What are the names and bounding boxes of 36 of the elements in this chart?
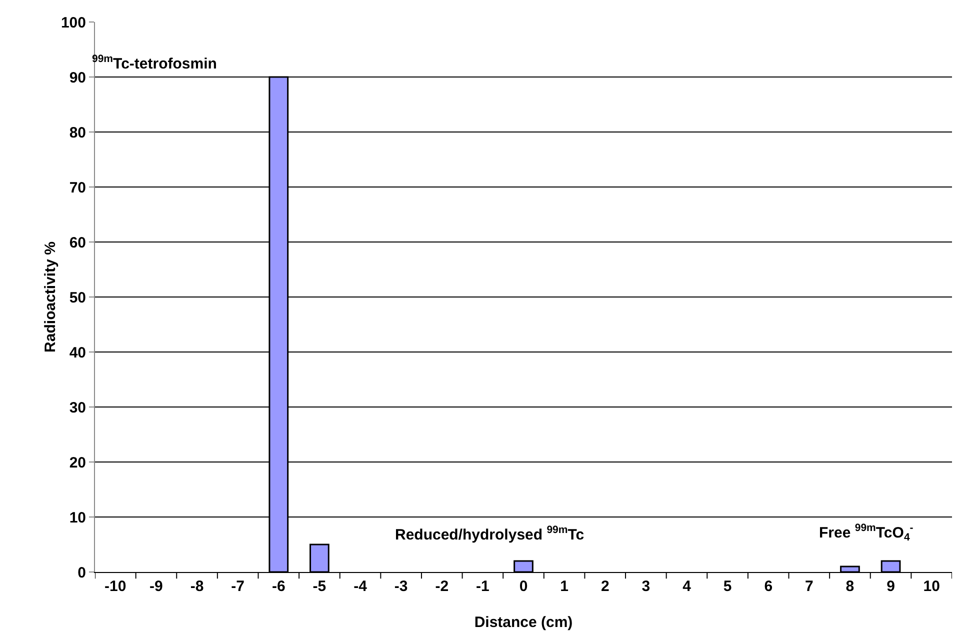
x-tick-label: -2 [435,578,449,595]
y-tick-label: 70 [69,179,86,196]
y-tick-label: 100 [60,14,86,32]
y-tick-label: 30 [69,399,86,416]
x-tick-label: 6 [764,578,773,595]
x-tick-label: 5 [723,578,732,595]
x-tick-label: -7 [231,578,244,595]
y-tick-label: 90 [69,69,86,86]
x-tick-label: -6 [272,578,286,595]
x-tick-label: -8 [190,578,204,595]
x-tick-label: -4 [354,578,368,595]
x-axis-title: Distance (cm) [474,614,573,631]
x-tick-label: 10 [923,578,940,595]
y-tick-label: 50 [69,289,86,306]
annotation: $^{99m}$Tc-tetrofosmin [92,53,217,72]
y-axis-title: Radioactivity % [42,242,59,352]
y-tick-label: 10 [69,509,86,526]
y-tick-label: 20 [69,454,86,472]
x-tick-label: 0 [519,578,528,595]
x-tick-label: 4 [682,578,692,595]
y-tick-label: 60 [69,234,86,252]
y-tick-label: 0 [78,564,86,582]
x-tick-label: -10 [104,578,126,595]
x-tick-label: -1 [476,578,490,595]
x-tick-label: -9 [150,578,163,595]
x-tick-label: -5 [312,578,326,595]
y-tick-label: 40 [69,344,86,362]
x-tick-label: 3 [642,578,650,595]
x-tick-label: 1 [560,578,568,595]
y-tick-label: 80 [69,124,86,142]
x-tick-label: 7 [805,578,814,595]
annotation: Reduced/hydrolysed $^{99m}$Tc [395,524,584,544]
x-tick-label: 8 [846,578,854,595]
x-tick-label: 2 [600,578,610,595]
x-tick-label: -3 [394,578,408,595]
x-tick-label: 9 [886,578,895,595]
